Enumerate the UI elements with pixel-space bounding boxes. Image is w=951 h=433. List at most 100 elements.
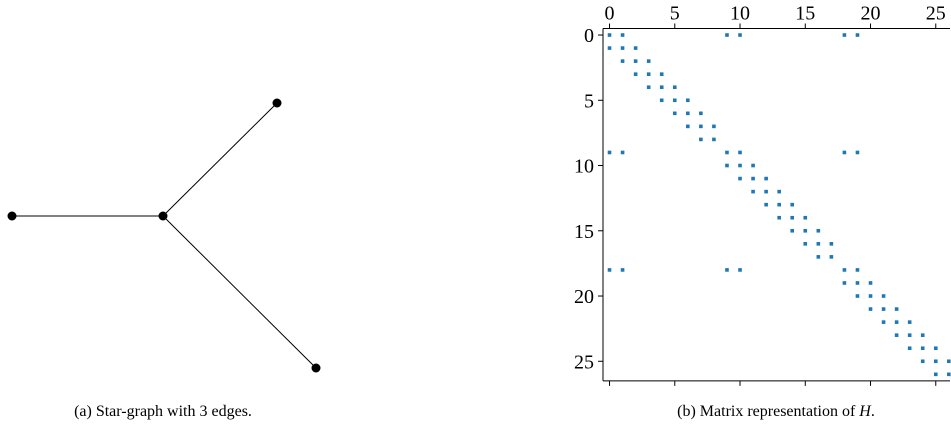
y-tick-label: 10 — [574, 156, 594, 178]
nonzero-marker — [816, 242, 821, 246]
nonzero-marker — [712, 124, 716, 129]
nonzero-marker — [842, 281, 847, 285]
nonzero-marker — [620, 268, 625, 272]
nonzero-marker — [672, 98, 677, 103]
nonzero-marker — [738, 33, 742, 37]
nonzero-marker — [907, 320, 912, 324]
nonzero-marker — [933, 359, 938, 364]
nonzero-marker — [881, 307, 886, 311]
nonzero-marker — [868, 294, 873, 298]
nonzero-marker — [803, 242, 808, 246]
nonzero-marker — [659, 72, 664, 76]
caption-text: (b) Matrix representation of — [677, 403, 859, 420]
node — [158, 211, 168, 221]
nonzero-marker — [607, 150, 612, 155]
nonzero-marker — [751, 189, 755, 194]
nonzero-marker — [607, 46, 612, 50]
nonzero-marker — [868, 307, 873, 311]
nonzero-marker — [633, 59, 638, 63]
nonzero-marker — [725, 163, 729, 168]
nonzero-marker — [699, 137, 703, 142]
nonzero-marker — [803, 215, 808, 220]
nonzero-marker — [947, 372, 951, 377]
nonzero-marker — [829, 242, 834, 246]
nonzero-marker — [855, 150, 860, 155]
y-tick-label: 5 — [584, 90, 594, 112]
caption-end: . — [871, 403, 875, 420]
caption-b: (b) Matrix representation of H. — [677, 403, 875, 420]
x-tick-label: 5 — [670, 3, 680, 25]
nonzero-marker — [764, 176, 768, 181]
x-tick-label: 10 — [730, 3, 750, 25]
y-tick-label: 25 — [574, 351, 594, 373]
nonzero-marker — [725, 268, 729, 272]
nonzero-marker — [725, 33, 729, 37]
nonzero-marker — [607, 33, 612, 37]
nonzero-marker — [920, 333, 925, 337]
nonzero-marker — [764, 202, 768, 207]
nonzero-marker — [672, 111, 677, 116]
nonzero-marker — [868, 281, 873, 285]
nonzero-marker — [646, 72, 651, 76]
nonzero-marker — [777, 202, 781, 207]
nonzero-marker — [881, 320, 886, 324]
nonzero-marker — [829, 255, 834, 259]
nonzero-marker — [738, 268, 742, 272]
nonzero-marker — [659, 98, 664, 103]
nonzero-marker — [855, 33, 860, 37]
nonzero-marker — [803, 228, 808, 233]
star-graph — [7, 98, 321, 373]
nonzero-marker — [738, 163, 742, 168]
x-tick-label: 25 — [926, 3, 946, 25]
edge — [162, 215, 317, 369]
nonzero-marker — [920, 359, 925, 364]
edge — [162, 102, 278, 217]
nonzero-marker — [842, 150, 847, 155]
nonzero-marker — [607, 268, 612, 272]
x-tick-label: 15 — [795, 3, 815, 25]
nonzero-marker — [646, 59, 651, 63]
nonzero-marker — [777, 189, 781, 194]
node — [311, 363, 321, 373]
nonzero-marker — [686, 111, 690, 116]
nonzero-marker — [947, 359, 951, 364]
nonzero-marker — [816, 228, 821, 233]
nonzero-marker — [790, 202, 795, 207]
nonzero-marker — [816, 255, 821, 259]
nonzero-marker — [933, 372, 938, 377]
nonzero-marker — [894, 307, 899, 311]
nonzero-marker — [738, 176, 742, 181]
nonzero-marker — [855, 294, 860, 298]
x-tick-label: 20 — [861, 3, 881, 25]
caption-a: (a) Star-graph with 3 edges. — [74, 403, 252, 420]
y-tick-label: 0 — [584, 25, 594, 47]
nonzero-marker — [699, 111, 703, 116]
node — [7, 211, 17, 221]
x-tick-label: 0 — [605, 3, 615, 25]
nonzero-marker — [907, 333, 912, 337]
nonzero-marker — [920, 346, 925, 351]
nonzero-marker — [620, 59, 625, 63]
nonzero-marker — [751, 176, 755, 181]
nonzero-marker — [620, 33, 625, 37]
nonzero-marker — [686, 124, 690, 129]
nonzero-marker — [764, 189, 768, 194]
nonzero-marker — [712, 137, 716, 142]
nonzero-marker — [790, 215, 795, 220]
nonzero-marker — [777, 215, 781, 220]
nonzero-marker — [907, 346, 912, 351]
nonzero-marker — [842, 33, 847, 37]
nonzero-marker — [894, 333, 899, 337]
nonzero-marker — [855, 281, 860, 285]
nonzero-marker — [738, 150, 742, 155]
nonzero-marker — [699, 124, 703, 129]
nonzero-marker — [751, 163, 755, 168]
nonzero-marker — [790, 228, 795, 233]
nonzero-marker — [646, 85, 651, 90]
nonzero-marker — [633, 72, 638, 76]
caption-symbol: H — [858, 403, 872, 420]
nonzero-marker — [881, 294, 886, 298]
nonzero-marker — [633, 46, 638, 50]
nonzero-marker — [725, 150, 729, 155]
